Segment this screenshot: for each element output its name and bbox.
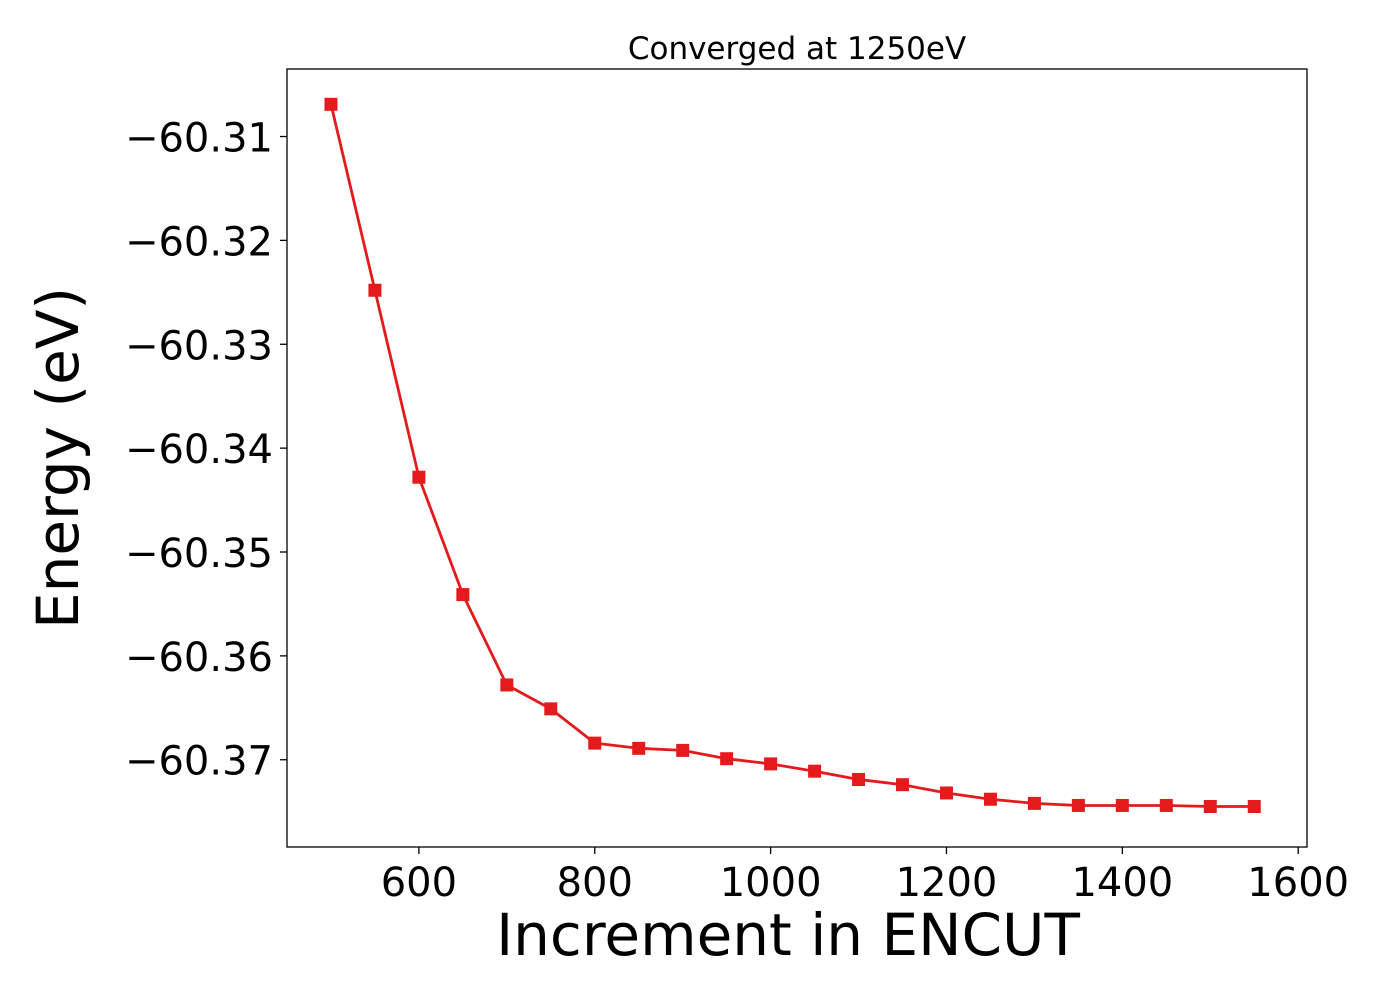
data-point-marker [324, 97, 338, 111]
y-tick-label: −60.33 [125, 323, 273, 369]
plot-area: 600 800 1000 1200 1400 1600 −60.31−60.32−60.3… [125, 68, 1349, 906]
data-point-marker [1203, 799, 1217, 813]
y-tick-label: −60.37 [125, 739, 273, 785]
data-point-marker [1247, 799, 1261, 813]
x-tick-label: 1200 [896, 860, 998, 906]
data-point-marker [939, 786, 953, 800]
data-point-marker [852, 772, 866, 786]
data-point-marker [808, 764, 822, 778]
data-point-marker [896, 778, 910, 792]
plot-frame [286, 68, 1308, 848]
y-axis-label: Energy (eV) [24, 287, 92, 629]
data-point-marker [500, 678, 514, 692]
y-tick-label: −60.35 [125, 531, 273, 577]
x-tick-label: 600 [381, 860, 457, 906]
y-tick-label: −60.36 [125, 635, 273, 681]
data-point-marker [456, 588, 470, 602]
x-tick-label: 1600 [1247, 860, 1349, 906]
data-point-marker [983, 792, 997, 806]
data-point-marker [676, 743, 690, 757]
x-tick-label: 1000 [720, 860, 822, 906]
data-point-marker [412, 470, 426, 484]
series-line [329, 103, 1255, 808]
data-point-marker [588, 736, 602, 750]
y-tick-label: −60.31 [125, 116, 273, 162]
data-point-marker [1115, 798, 1129, 812]
x-axis-label: Increment in ENCUT [496, 901, 1080, 969]
series-layer [324, 97, 1261, 813]
data-point-marker [720, 752, 734, 766]
data-point-marker [544, 702, 558, 716]
data-point-marker [632, 741, 646, 755]
data-point-marker [1071, 798, 1085, 812]
chart-title: Converged at 1250eV [628, 31, 966, 67]
data-point-marker [1027, 796, 1041, 810]
data-point-marker [764, 757, 778, 771]
x-tick-label: 1400 [1071, 860, 1173, 906]
data-point-marker [1159, 798, 1173, 812]
data-point-marker [368, 283, 382, 297]
y-tick-label: −60.34 [125, 427, 273, 473]
x-axis-ticks: 600 800 1000 1200 1400 1600 [381, 847, 1349, 906]
y-axis-ticks: −60.31 −60.32 −60.33 −60.34 −60.35 −60.36 −60.… [125, 116, 287, 785]
y-tick-label: −60.32 [125, 219, 273, 265]
x-tick-label: 800 [557, 860, 633, 906]
